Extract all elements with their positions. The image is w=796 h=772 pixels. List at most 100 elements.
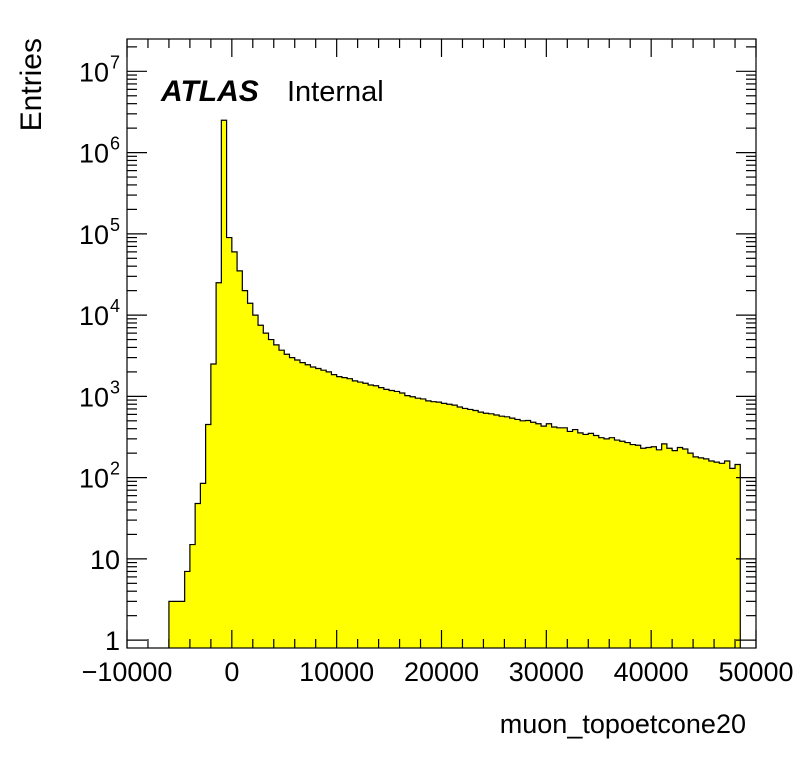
histogram-bin [184, 571, 191, 648]
x-tick-label: 20000 [404, 657, 479, 687]
histogram-bin [174, 601, 180, 648]
histogram-outline [168, 119, 741, 648]
x-tick-labels: −10000 0 10000 20000 30000 40000 50000 [82, 657, 794, 687]
histogram-bin [509, 418, 516, 648]
histogram-bin [289, 357, 296, 648]
histogram-bin [446, 404, 453, 648]
histogram-bin [703, 458, 710, 648]
histogram-bin [609, 437, 615, 648]
histogram-bin [336, 376, 343, 648]
histogram-bin [593, 435, 600, 648]
histogram-bin [603, 438, 610, 648]
histogram-bin [357, 382, 364, 648]
histogram-bars [168, 119, 741, 649]
histogram-bin [226, 237, 233, 649]
histogram-bin [556, 427, 563, 648]
histogram-bin [493, 414, 500, 648]
histogram-bin [546, 423, 552, 648]
histogram-bin [310, 366, 317, 648]
x-tick-label: 0 [224, 657, 239, 687]
histogram-bin [677, 447, 684, 648]
histogram-bin [431, 401, 437, 648]
histogram-bin [195, 503, 201, 648]
histogram-bin [619, 441, 626, 648]
y-tick-label: 10 [79, 139, 109, 169]
histogram-bin [425, 400, 432, 648]
histogram-bin [200, 483, 207, 648]
y-tick-exponent: 5 [110, 215, 120, 235]
x-tick-label: 30000 [509, 657, 584, 687]
histogram-bin [525, 420, 532, 648]
histogram-bin [362, 383, 369, 648]
histogram-bin [645, 447, 652, 648]
histogram-bin [237, 270, 243, 648]
histogram-bin [242, 290, 248, 648]
histogram-bin [724, 461, 731, 648]
histogram-bin [693, 456, 699, 648]
histogram-bin [394, 391, 400, 648]
histogram-bin [472, 410, 479, 648]
histogram-bin [378, 387, 385, 648]
histogram-bin [462, 408, 469, 648]
histogram-bin [583, 434, 589, 648]
histogram-bin [451, 405, 458, 648]
y-tick-label: 10 [79, 464, 109, 494]
histogram-bin [572, 429, 579, 648]
y-tick-label: 1 [105, 626, 120, 656]
histogram-bin [216, 282, 222, 648]
x-tick-label: 10000 [299, 657, 374, 687]
histogram-bin [729, 468, 736, 648]
histogram-bin [687, 453, 694, 648]
x-axis-label: muon_topoetcone20 [500, 709, 746, 739]
histogram-bin [299, 362, 306, 648]
y-tick-exponent: 3 [110, 377, 120, 397]
histogram-bin [168, 601, 175, 648]
histogram-bin [263, 333, 269, 648]
histogram-bin [258, 325, 264, 648]
histogram-bin [682, 448, 689, 648]
histogram-bin [640, 448, 647, 648]
histogram-bin [624, 442, 631, 648]
histogram-bin [698, 457, 704, 648]
histogram-bin [541, 426, 547, 648]
y-axis-label: Entries [15, 38, 48, 131]
histogram-bin [341, 377, 348, 648]
histogram-bin [221, 120, 227, 648]
histogram-bin [630, 444, 636, 648]
x-tick-label: −10000 [82, 657, 173, 687]
histogram-bin [326, 371, 332, 648]
histogram-bin [179, 601, 186, 648]
histogram-bin [315, 368, 322, 648]
histogram-bin [588, 433, 594, 648]
histogram-bin [436, 402, 442, 648]
histogram-bin [252, 315, 259, 648]
histogram-bin [368, 384, 374, 648]
x-tick-label: 40000 [614, 657, 689, 687]
histogram-bin [467, 409, 474, 648]
histogram-bin [420, 398, 427, 648]
histogram-bin [410, 396, 416, 648]
y-tick-exponent: 6 [110, 134, 120, 154]
histogram-bin [373, 385, 379, 648]
histogram-bin [415, 398, 421, 648]
histogram-bin [499, 416, 505, 648]
histogram-bin [735, 464, 741, 648]
histogram-bin [404, 395, 411, 648]
histogram-bin [488, 413, 495, 648]
histogram-bin [441, 403, 448, 648]
y-tick-label: 10 [79, 57, 109, 87]
histogram-bin [514, 419, 521, 648]
histogram-bin [666, 448, 673, 648]
histogram-bin [189, 544, 196, 648]
histogram-bin [383, 389, 390, 648]
histogram-bin [483, 413, 490, 648]
histogram-bin [661, 443, 668, 648]
atlas-label: ATLAS [160, 75, 259, 108]
y-tick-label: 10 [79, 382, 109, 412]
histogram-bin [520, 420, 526, 648]
histogram-bin [672, 450, 678, 648]
histogram-bin [231, 251, 238, 648]
status-label: Internal [287, 76, 384, 108]
histogram-bin [708, 461, 715, 648]
